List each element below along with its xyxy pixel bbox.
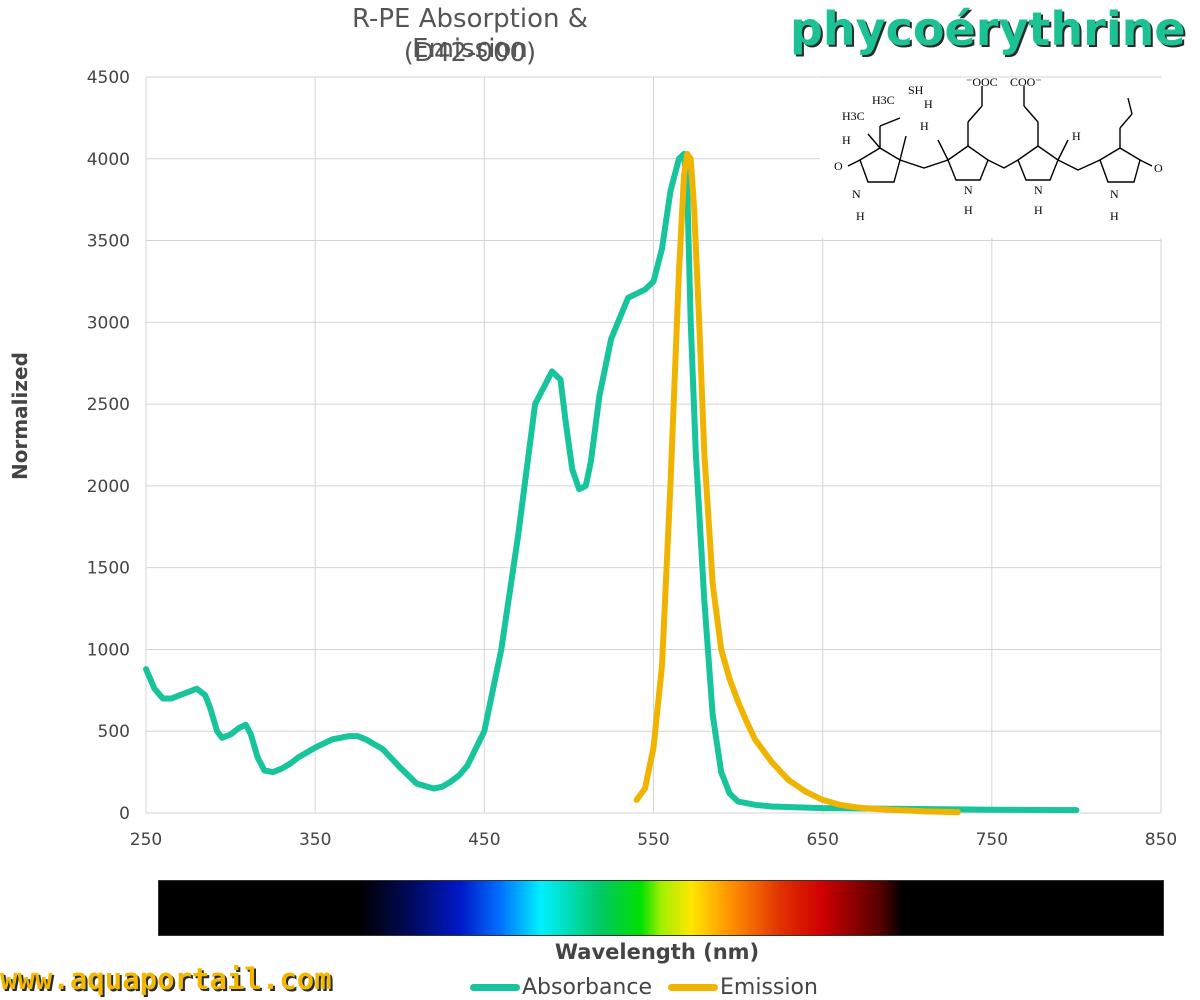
x-tick-label: 450 [468, 830, 500, 850]
x-tick-labels: 250 350 450 550 650 750 850 [130, 830, 1177, 850]
y-tick-label: 1500 [87, 559, 130, 579]
svg-text:H: H [842, 133, 851, 147]
svg-text:H: H [920, 119, 929, 133]
molecule-structure-image: SH H3C H3C H H H ⁻OOC COO⁻ H N H N H N H… [820, 78, 1170, 238]
y-axis-label: Normalized [8, 352, 32, 480]
svg-text:H: H [1034, 203, 1043, 217]
y-tick-label: 2000 [87, 477, 130, 497]
y-tick-label: 2500 [87, 395, 130, 415]
svg-text:N: N [1034, 183, 1043, 197]
svg-text:H: H [1110, 209, 1119, 223]
chart-title-line2: (D42-000) [403, 38, 537, 68]
svg-text:⁻OOC: ⁻OOC [966, 78, 998, 89]
x-tick-label: 250 [130, 830, 162, 850]
grid-lines [145, 76, 1162, 814]
svg-text:H: H [1072, 129, 1081, 143]
svg-text:N: N [1110, 187, 1119, 201]
x-tick-label: 750 [976, 830, 1008, 850]
legend-swatch-emission [668, 984, 718, 991]
svg-text:H3C: H3C [872, 93, 895, 107]
legend-item-absorbance: Absorbance [470, 975, 652, 1000]
svg-text:H3C: H3C [842, 109, 865, 123]
y-tick-labels: 0 500 1000 1500 2000 2500 3000 3500 4000 4500 [87, 68, 130, 824]
svg-text:O: O [834, 159, 843, 173]
y-tick-label: 0 [119, 804, 130, 824]
svg-text:SH: SH [908, 83, 924, 97]
svg-text:O: O [1154, 161, 1163, 175]
x-tick-label: 350 [299, 830, 331, 850]
legend-item-emission: Emission [668, 975, 818, 1000]
svg-text:N: N [852, 187, 861, 201]
y-tick-label: 500 [98, 722, 130, 742]
series-line-emission [633, 150, 961, 816]
chart-title-line1: R-PE Absorption & Emission [351, 4, 589, 64]
series-lines [143, 150, 1080, 816]
legend-label-emission: Emission [720, 975, 818, 1000]
website-watermark: www.aquaportail.com [0, 962, 332, 996]
brand-title: phycoérythrine [790, 2, 1186, 56]
svg-text:H: H [964, 203, 973, 217]
x-tick-label: 850 [1145, 830, 1177, 850]
y-tick-label: 1000 [87, 640, 130, 660]
svg-text:H: H [924, 97, 933, 111]
visible-spectrum-bar [158, 880, 1164, 936]
legend-swatch-absorbance [470, 984, 520, 991]
x-axis-label: Wavelength (nm) [554, 940, 760, 964]
svg-text:COO⁻: COO⁻ [1010, 78, 1042, 89]
x-tick-label: 550 [637, 830, 669, 850]
y-tick-label: 3500 [87, 232, 130, 252]
y-tick-label: 4500 [87, 68, 130, 88]
svg-text:N: N [964, 183, 973, 197]
y-tick-label: 4000 [87, 150, 130, 170]
svg-text:H: H [856, 209, 865, 223]
x-tick-label: 650 [806, 830, 838, 850]
series-line-absorbance [143, 150, 1080, 814]
y-tick-label: 3000 [87, 313, 130, 333]
legend-label-absorbance: Absorbance [522, 975, 653, 1000]
